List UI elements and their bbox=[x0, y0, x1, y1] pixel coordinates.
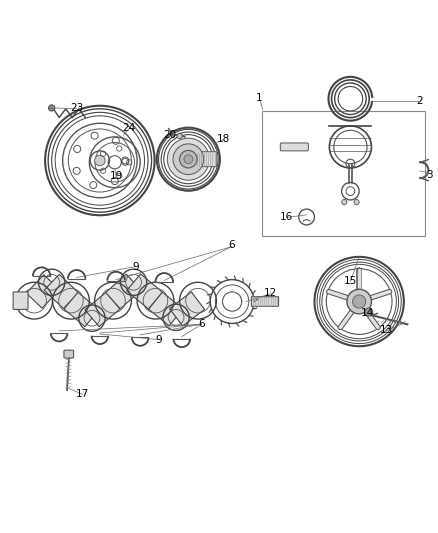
Polygon shape bbox=[170, 292, 205, 326]
Circle shape bbox=[367, 310, 371, 314]
Circle shape bbox=[347, 289, 371, 314]
Text: 1: 1 bbox=[256, 93, 263, 103]
Text: 17: 17 bbox=[76, 390, 89, 399]
FancyBboxPatch shape bbox=[195, 152, 217, 167]
Text: 13: 13 bbox=[380, 325, 393, 335]
Polygon shape bbox=[148, 292, 183, 326]
Text: 14: 14 bbox=[361, 309, 374, 318]
Text: 15: 15 bbox=[344, 276, 357, 286]
Circle shape bbox=[354, 199, 359, 205]
Circle shape bbox=[180, 150, 197, 168]
Text: 3: 3 bbox=[426, 169, 433, 180]
Polygon shape bbox=[64, 292, 99, 327]
Text: 9: 9 bbox=[155, 335, 162, 345]
Text: 6: 6 bbox=[228, 240, 235, 251]
Text: 24: 24 bbox=[123, 123, 136, 133]
Text: 12: 12 bbox=[264, 288, 277, 298]
Polygon shape bbox=[127, 274, 162, 309]
Circle shape bbox=[173, 144, 204, 174]
Text: 20: 20 bbox=[163, 130, 177, 140]
FancyBboxPatch shape bbox=[64, 350, 74, 358]
Text: 19: 19 bbox=[110, 171, 123, 181]
Polygon shape bbox=[85, 292, 120, 327]
FancyBboxPatch shape bbox=[13, 292, 28, 310]
Text: 18: 18 bbox=[217, 134, 230, 143]
Text: 9: 9 bbox=[132, 262, 139, 271]
Circle shape bbox=[353, 295, 366, 308]
FancyBboxPatch shape bbox=[280, 143, 308, 151]
Circle shape bbox=[342, 199, 347, 205]
Bar bbox=[262, 111, 425, 236]
Polygon shape bbox=[106, 274, 141, 309]
FancyBboxPatch shape bbox=[251, 297, 279, 306]
Text: 2: 2 bbox=[416, 96, 423, 106]
Polygon shape bbox=[44, 274, 78, 309]
Circle shape bbox=[49, 105, 55, 111]
Text: 23: 23 bbox=[70, 103, 83, 113]
Text: 16: 16 bbox=[280, 213, 293, 222]
Circle shape bbox=[167, 138, 209, 180]
Circle shape bbox=[184, 155, 193, 164]
Circle shape bbox=[365, 308, 373, 316]
Circle shape bbox=[177, 133, 182, 139]
Polygon shape bbox=[26, 274, 60, 308]
Text: 6: 6 bbox=[198, 319, 205, 329]
Circle shape bbox=[95, 155, 105, 166]
